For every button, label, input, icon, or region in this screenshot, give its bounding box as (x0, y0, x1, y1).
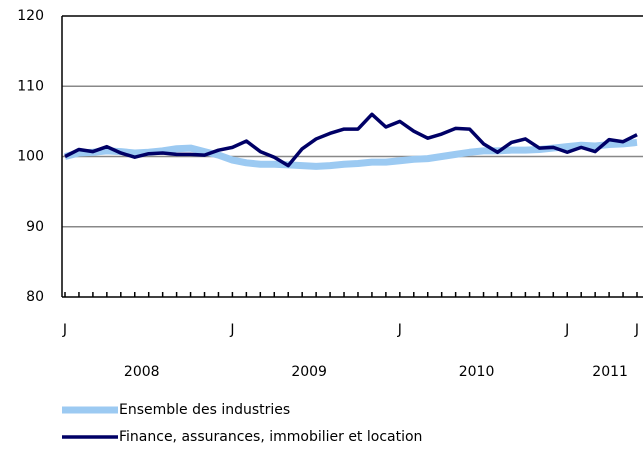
y-tick-label: 100 (17, 149, 44, 165)
y-tick-label: 80 (26, 289, 44, 305)
y-tick-label: 110 (17, 78, 44, 94)
legend-label: Ensemble des industries (119, 402, 290, 418)
series-line (64, 112, 638, 168)
y-tick-label: 90 (26, 219, 44, 235)
x-tick-label: J (229, 322, 234, 338)
year-label: 2011 (592, 364, 628, 380)
x-tick-label: J (397, 322, 402, 338)
legend-label: Finance, assurances, immobilier et locat… (119, 429, 422, 445)
x-tick-label: J (62, 322, 67, 338)
x-tick-label: J (564, 322, 569, 338)
x-tick-label: J (634, 322, 639, 338)
y-tick-label: 120 (17, 8, 44, 24)
year-label: 2009 (291, 364, 327, 380)
year-label: 2008 (124, 364, 160, 380)
year-label: 2010 (459, 364, 495, 380)
